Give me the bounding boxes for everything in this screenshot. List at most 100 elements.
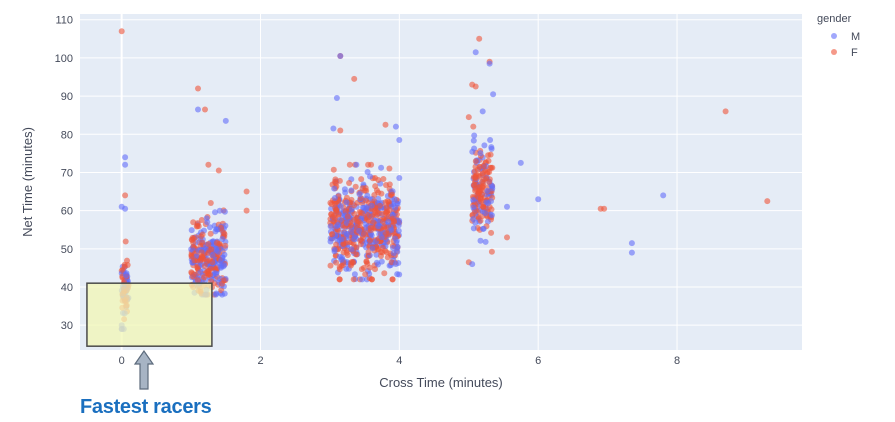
data-point-m <box>122 272 129 279</box>
data-point-m <box>385 219 392 225</box>
data-point-f <box>195 223 202 230</box>
data-point-f <box>118 28 125 35</box>
data-point-f <box>470 123 477 130</box>
data-point-f <box>351 216 358 223</box>
data-point-m <box>122 161 129 168</box>
data-point-m <box>388 227 395 233</box>
data-point-m <box>628 240 635 247</box>
data-point-f <box>486 169 493 175</box>
data-point-f <box>764 198 771 205</box>
data-point-m <box>330 125 337 132</box>
data-point-f <box>383 182 389 188</box>
data-point-m <box>212 228 219 235</box>
data-point-f <box>346 180 353 186</box>
data-point-f <box>189 273 196 280</box>
data-point-f <box>364 260 371 267</box>
data-point-f <box>201 263 208 269</box>
data-point-m <box>375 223 382 230</box>
legend-marker-m[interactable] <box>831 33 837 39</box>
data-point-m <box>483 199 490 206</box>
data-point-f <box>202 106 208 113</box>
data-point-f <box>332 178 338 185</box>
data-point-f <box>216 240 223 247</box>
x-tick-label: 0 <box>119 355 125 367</box>
data-point-m <box>469 148 476 155</box>
data-point-m <box>391 196 398 203</box>
y-tick-labels: 30 40 50 60 70 80 90 100 110 <box>55 15 73 332</box>
data-point-f <box>358 176 365 183</box>
data-point-f <box>472 187 479 194</box>
data-point-m <box>356 191 363 198</box>
data-point-m <box>343 199 350 206</box>
data-point-m <box>488 144 495 151</box>
data-point-m <box>394 243 401 250</box>
data-point-m <box>480 225 487 232</box>
data-point-m <box>195 106 201 113</box>
data-point-m <box>471 132 478 139</box>
legend-label-m[interactable]: M <box>851 31 860 43</box>
data-point-m <box>628 249 635 256</box>
data-point-f <box>205 161 212 168</box>
data-point-m <box>477 237 484 244</box>
data-point-f <box>472 158 479 165</box>
data-point-f <box>122 238 129 245</box>
data-point-m <box>211 270 218 277</box>
x-tick-label: 2 <box>257 355 263 367</box>
data-point-f <box>355 218 362 225</box>
data-point-f <box>360 264 367 271</box>
highlight-box <box>86 282 213 347</box>
x-tick-label: 6 <box>535 355 541 367</box>
data-point-m <box>331 195 338 201</box>
data-point-m <box>222 117 229 124</box>
data-point-f <box>722 108 729 115</box>
data-point-f <box>190 219 197 226</box>
data-point-f <box>124 257 130 264</box>
data-point-f <box>194 277 201 284</box>
data-point-m <box>481 142 488 149</box>
data-point-m <box>396 217 403 224</box>
data-point-f <box>122 192 129 199</box>
data-point-f <box>337 127 344 134</box>
x-axis-title: Cross Time (minutes) <box>379 375 503 390</box>
data-point-f <box>372 266 378 273</box>
up-arrow-icon <box>133 349 155 390</box>
legend-marker-f[interactable] <box>831 49 837 55</box>
data-point-m <box>396 137 403 143</box>
y-tick-label: 90 <box>61 91 73 103</box>
data-point-m <box>375 261 381 268</box>
data-point-f <box>357 241 364 248</box>
data-point-f <box>485 157 492 164</box>
data-point-f <box>351 210 358 217</box>
data-point-f <box>375 177 382 183</box>
data-point-m <box>348 187 355 194</box>
data-point-f <box>371 192 378 198</box>
data-point-m <box>331 185 338 192</box>
data-point-m <box>122 154 129 161</box>
data-point-f <box>382 199 389 206</box>
data-point-m <box>482 210 489 217</box>
data-point-f <box>374 246 381 253</box>
data-point-m <box>219 236 226 243</box>
y-tick-label: 100 <box>55 53 73 65</box>
data-point-m <box>489 185 496 192</box>
data-point-m <box>367 173 373 180</box>
data-point-m <box>490 91 497 98</box>
data-point-m <box>482 238 489 245</box>
data-point-f <box>379 210 386 217</box>
data-point-m <box>221 290 228 297</box>
data-point-f <box>380 176 387 182</box>
data-point-m <box>470 216 477 222</box>
data-point-f <box>363 187 370 194</box>
data-point-f <box>370 219 377 226</box>
data-point-m <box>337 53 344 59</box>
data-point-f <box>199 239 206 246</box>
data-point-f <box>346 161 353 168</box>
data-point-f <box>207 230 214 237</box>
legend: gender M F <box>817 13 860 59</box>
data-point-f <box>376 202 383 209</box>
data-point-f <box>476 173 483 180</box>
data-point-f <box>351 202 358 209</box>
data-point-f <box>389 276 396 283</box>
legend-label-f[interactable]: F <box>851 47 858 59</box>
